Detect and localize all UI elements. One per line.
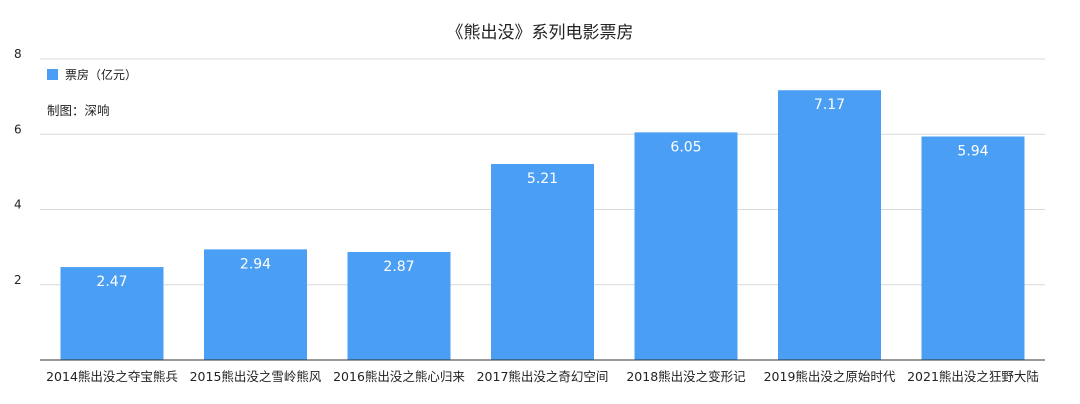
bars (60, 90, 1025, 360)
legend-swatch (47, 69, 58, 80)
x-tick-label: 2018熊出没之变形记 (626, 369, 746, 384)
x-tick-label: 2019熊出没之原始时代 (764, 369, 896, 384)
legend: 票房（亿元） (47, 67, 137, 82)
bar (491, 163, 594, 360)
x-tick-label: 2017熊出没之奇幻空间 (477, 369, 609, 384)
y-tick-label: 4 (14, 198, 22, 212)
bar (60, 267, 164, 360)
y-tick-label: 6 (14, 122, 22, 136)
data-label: 5.94 (957, 144, 988, 160)
data-label: 6.05 (670, 139, 701, 155)
legend-label: 票房（亿元） (65, 67, 137, 82)
bar (347, 252, 451, 360)
bar (778, 90, 881, 360)
bar (634, 132, 738, 360)
data-label: 2.87 (383, 259, 414, 275)
data-labels: 2.47 2.94 2.87 5.21 6.05 7.17 5.94 (96, 97, 988, 290)
data-label: 5.21 (527, 171, 558, 187)
x-tick-label: 2014熊出没之夺宝熊兵 (46, 369, 178, 384)
bar (204, 249, 307, 360)
chart-title: 《熊出没》系列电影票房 (447, 23, 634, 43)
x-tick-label: 2015熊出没之雪岭熊风 (190, 369, 322, 384)
x-tick-label: 2016熊出没之熊心归来 (333, 369, 465, 384)
data-label: 2.94 (240, 256, 271, 272)
data-label: 2.47 (96, 274, 127, 290)
chart-note: 制图：深响 (47, 103, 110, 118)
bar (921, 136, 1025, 360)
y-tick-label: 8 (14, 47, 22, 61)
x-tick-label: 2021熊出没之狂野大陆 (907, 369, 1039, 384)
y-axis-ticks: 2 4 6 8 (14, 47, 22, 287)
y-tick-label: 2 (14, 273, 22, 287)
x-axis-labels: 2014熊出没之夺宝熊兵 2015熊出没之雪岭熊风 2016熊出没之熊心归来 2017… (46, 369, 1039, 384)
data-label: 7.17 (814, 97, 845, 113)
